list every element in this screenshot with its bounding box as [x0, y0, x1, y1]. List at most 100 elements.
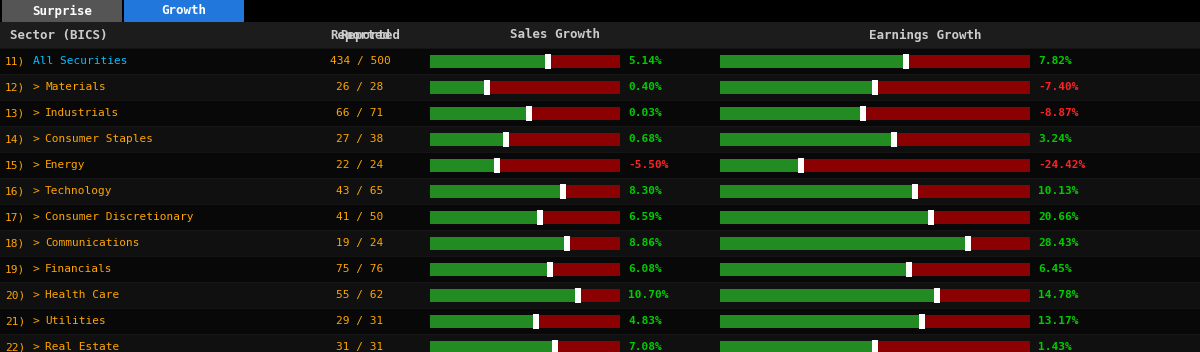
Bar [934, 288, 940, 302]
Text: 22): 22) [5, 342, 25, 352]
Text: 28.43%: 28.43% [1038, 238, 1079, 248]
Bar [937, 289, 1030, 302]
Text: 75 / 76: 75 / 76 [336, 264, 384, 274]
Bar [430, 132, 506, 145]
Text: 0.68%: 0.68% [628, 134, 661, 144]
Text: >: > [34, 316, 47, 326]
Bar [0, 178, 1200, 204]
Bar [0, 22, 1200, 48]
Text: Utilities: Utilities [46, 316, 106, 326]
Bar [720, 237, 968, 250]
Bar [556, 340, 620, 352]
Bar [720, 107, 863, 119]
Text: 13): 13) [5, 108, 25, 118]
Bar [798, 157, 804, 172]
Bar [904, 54, 910, 69]
Bar [720, 314, 922, 327]
Bar [487, 81, 620, 94]
Bar [720, 132, 894, 145]
Text: 12): 12) [5, 82, 25, 92]
Text: 1.43%: 1.43% [1038, 342, 1072, 352]
Text: 10.70%: 10.70% [628, 290, 668, 300]
Bar [536, 314, 620, 327]
Bar [545, 54, 551, 69]
Bar [560, 183, 566, 199]
Bar [430, 340, 556, 352]
Bar [720, 55, 906, 68]
Bar [859, 106, 865, 120]
Text: 14.78%: 14.78% [1038, 290, 1079, 300]
Bar [922, 314, 1030, 327]
Text: 66 / 71: 66 / 71 [336, 108, 384, 118]
Text: Materials: Materials [46, 82, 106, 92]
Bar [563, 184, 620, 197]
Text: 20.66%: 20.66% [1038, 212, 1079, 222]
Text: 18): 18) [5, 238, 25, 248]
Text: 27 / 38: 27 / 38 [336, 134, 384, 144]
Bar [863, 107, 1030, 119]
Bar [493, 157, 499, 172]
Bar [906, 262, 912, 277]
Text: 3.24%: 3.24% [1038, 134, 1072, 144]
Bar [872, 80, 878, 94]
Bar [931, 210, 1030, 224]
Text: >: > [34, 290, 47, 300]
Bar [875, 340, 1030, 352]
Text: Reported: Reported [340, 29, 400, 42]
Text: 10.13%: 10.13% [1038, 186, 1079, 196]
Bar [430, 55, 547, 68]
Text: 26 / 28: 26 / 28 [336, 82, 384, 92]
Text: 8.86%: 8.86% [628, 238, 661, 248]
Text: Consumer Discretionary: Consumer Discretionary [46, 212, 193, 222]
Bar [430, 158, 497, 171]
Bar [430, 237, 566, 250]
Bar [916, 184, 1030, 197]
Text: 7.82%: 7.82% [1038, 56, 1072, 66]
Bar [890, 132, 896, 146]
Text: 41 / 50: 41 / 50 [336, 212, 384, 222]
Bar [564, 235, 570, 251]
Bar [547, 55, 620, 68]
Bar [552, 339, 558, 352]
Text: Sector (BICS): Sector (BICS) [10, 29, 108, 42]
Bar [566, 237, 620, 250]
Bar [540, 210, 620, 224]
Text: 6.59%: 6.59% [628, 212, 661, 222]
Text: Consumer Staples: Consumer Staples [46, 134, 154, 144]
Text: 14): 14) [5, 134, 25, 144]
Text: 19 / 24: 19 / 24 [336, 238, 384, 248]
Text: >: > [34, 160, 47, 170]
Bar [124, 0, 244, 22]
Text: >: > [34, 82, 47, 92]
Text: 20): 20) [5, 290, 25, 300]
Bar [430, 107, 529, 119]
Bar [720, 158, 800, 171]
Text: 55 / 62: 55 / 62 [336, 290, 384, 300]
Text: >: > [34, 186, 47, 196]
Bar [430, 210, 540, 224]
Text: 22 / 24: 22 / 24 [336, 160, 384, 170]
Text: 0.40%: 0.40% [628, 82, 661, 92]
Text: Health Care: Health Care [46, 290, 119, 300]
Text: 8.30%: 8.30% [628, 186, 661, 196]
Bar [506, 132, 620, 145]
Text: Communications: Communications [46, 238, 139, 248]
Text: 0.03%: 0.03% [628, 108, 661, 118]
Bar [0, 204, 1200, 230]
Text: 6.08%: 6.08% [628, 264, 661, 274]
Text: 21): 21) [5, 316, 25, 326]
Bar [0, 308, 1200, 334]
Bar [965, 235, 971, 251]
Bar [0, 100, 1200, 126]
Text: 43 / 65: 43 / 65 [336, 186, 384, 196]
Bar [578, 289, 620, 302]
Text: All Securities: All Securities [34, 56, 127, 66]
Text: >: > [34, 108, 47, 118]
Text: >: > [34, 238, 47, 248]
Bar [538, 209, 544, 225]
Text: Real Estate: Real Estate [46, 342, 119, 352]
Text: Surprise: Surprise [32, 5, 92, 18]
Text: -5.50%: -5.50% [628, 160, 668, 170]
Bar [875, 81, 1030, 94]
Bar [0, 282, 1200, 308]
